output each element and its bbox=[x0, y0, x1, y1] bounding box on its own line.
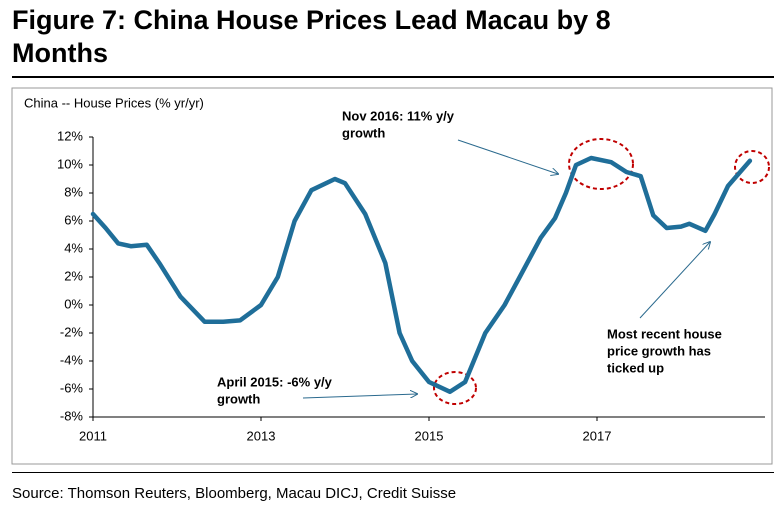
y-tick-label: -4% bbox=[60, 352, 84, 367]
annotation: Nov 2016: 11% y/y bbox=[342, 108, 455, 123]
title-rule bbox=[12, 76, 774, 78]
source-rule bbox=[12, 472, 774, 473]
annotation-arrow bbox=[457, 139, 558, 174]
x-tick-label: 2013 bbox=[247, 428, 276, 443]
chart: China -- House Prices (% yr/yr) -8% -6% -4… bbox=[11, 87, 773, 465]
x-tick-label: 2011 bbox=[79, 428, 107, 443]
y-tick-label: 2% bbox=[64, 268, 83, 283]
y-tick-label: 8% bbox=[64, 184, 83, 199]
annotation: April 2015: -6% y/y bbox=[217, 374, 333, 389]
chart-title: Figure 7: China House Prices Lead Macau … bbox=[12, 5, 611, 68]
chart-frame bbox=[11, 87, 773, 465]
annotation: ticked up bbox=[607, 360, 664, 375]
highlight-ellipse bbox=[734, 150, 770, 184]
axis-label: China -- House Prices (% yr/yr) bbox=[24, 95, 204, 110]
annotation-arrow bbox=[639, 242, 710, 319]
highlight-ellipses bbox=[433, 138, 770, 405]
highlight-ellipse bbox=[568, 138, 634, 190]
y-tick-label: 0% bbox=[64, 296, 83, 311]
annotation: Most recent house bbox=[607, 326, 722, 341]
x-tick-label: 2015 bbox=[415, 428, 444, 443]
y-tick-label: -2% bbox=[60, 324, 84, 339]
x-tick-label: 2017 bbox=[583, 428, 612, 443]
annotation: growth bbox=[342, 125, 385, 140]
highlight-ellipse bbox=[433, 371, 477, 405]
y-tick-label: -6% bbox=[60, 380, 84, 395]
annotation-arrows bbox=[302, 139, 710, 399]
annotation: growth bbox=[217, 391, 260, 406]
y-tick-label: -8% bbox=[60, 408, 84, 423]
y-tick-label: 12% bbox=[57, 128, 83, 143]
y-tick-label: 4% bbox=[64, 240, 83, 255]
data-line bbox=[90, 155, 753, 395]
y-tick-label: 6% bbox=[64, 212, 83, 227]
y-tick-label: 10% bbox=[57, 156, 83, 171]
annotation-arrow bbox=[302, 394, 417, 399]
annotation: price growth has bbox=[607, 343, 711, 358]
source-note: Source: Thomson Reuters, Bloomberg, Maca… bbox=[12, 485, 457, 502]
